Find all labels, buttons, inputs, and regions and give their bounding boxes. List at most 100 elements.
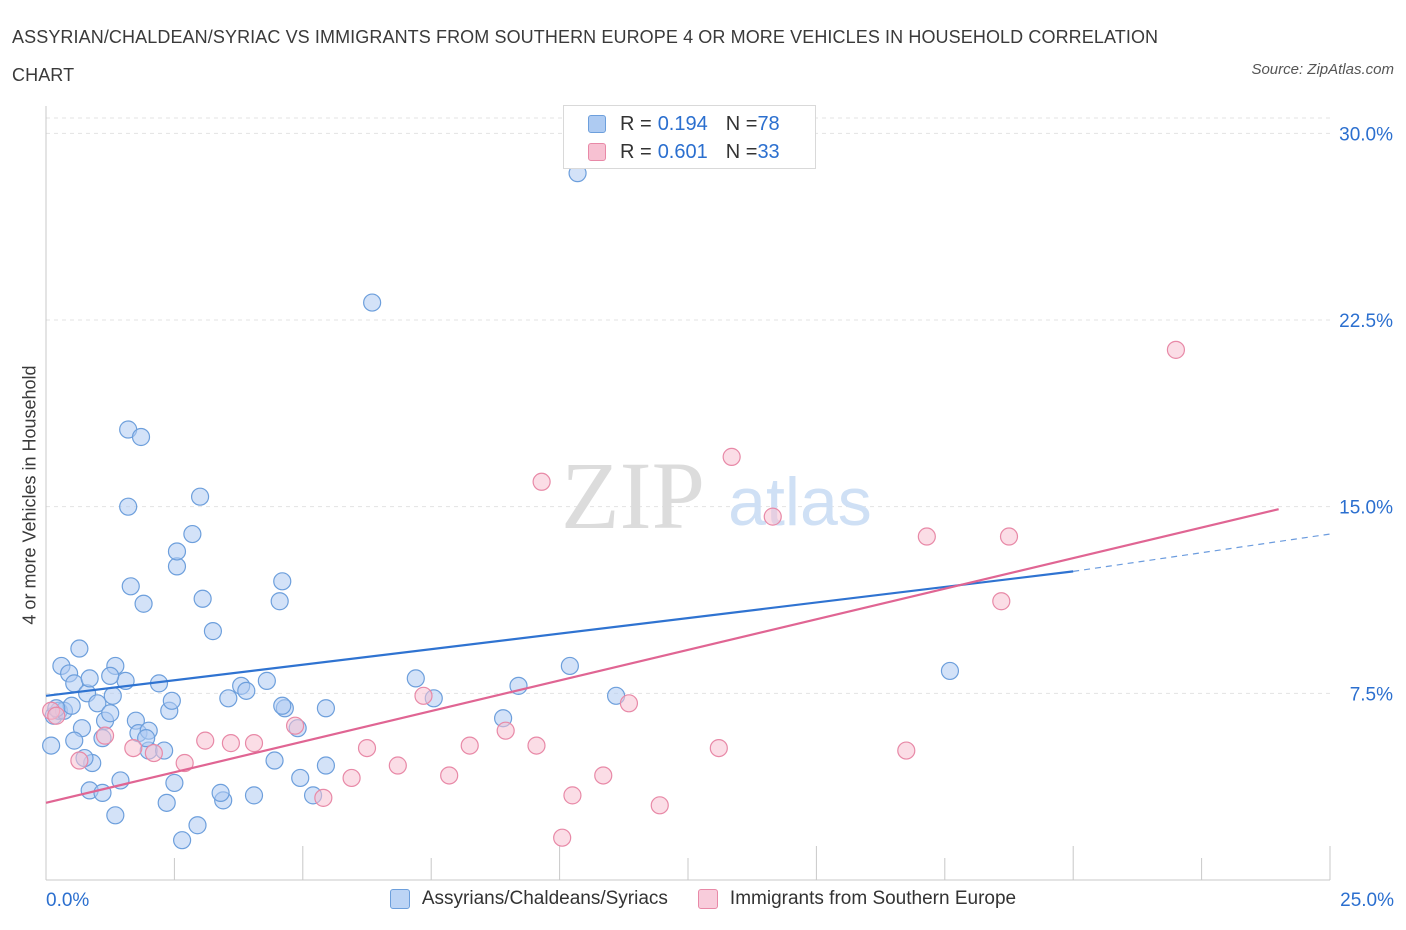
trend-lines [45, 508, 1331, 804]
point-assyrians [316, 756, 336, 775]
point-southern-europe [496, 721, 515, 740]
point-southern-europe [897, 741, 916, 760]
point-assyrians [257, 671, 276, 690]
x-tick-label-min: 0.0% [46, 890, 90, 911]
point-assyrians [131, 427, 151, 447]
point-southern-europe [285, 716, 305, 735]
point-assyrians [940, 661, 960, 681]
point-southern-europe [388, 756, 407, 775]
blue-swatch [588, 115, 606, 133]
legend-item-southern-europe[interactable]: Immigrants from Southern Europe [697, 888, 1017, 910]
point-assyrians [119, 497, 138, 516]
point-southern-europe [440, 766, 459, 785]
legend-label: Immigrants from Southern Europe [729, 888, 1017, 909]
point-assyrians [88, 694, 107, 713]
point-assyrians [162, 691, 181, 710]
point-assyrians [244, 786, 264, 805]
point-southern-europe [532, 472, 551, 491]
point-assyrians [80, 669, 99, 688]
point-assyrians [211, 783, 230, 802]
point-southern-europe [527, 736, 546, 755]
stats-row-blue: R = 0.194 N = 78 [588, 111, 780, 137]
watermark-zip: ZIP [561, 442, 705, 549]
point-southern-europe [460, 736, 479, 755]
x-tick-label-max: 25.0% [1340, 890, 1394, 911]
point-southern-europe [95, 726, 115, 745]
point-assyrians [62, 696, 81, 715]
point-southern-europe [917, 527, 936, 546]
point-assyrians [101, 666, 120, 686]
point-southern-europe [594, 766, 613, 785]
point-assyrians [167, 542, 187, 561]
point-southern-europe [650, 796, 669, 815]
source-credit: Source: ZipAtlas.com [1251, 61, 1394, 78]
watermark: ZIP atlas [561, 442, 872, 549]
point-southern-europe [763, 507, 782, 526]
data-points [42, 164, 1186, 850]
pink-swatch [697, 889, 718, 909]
point-assyrians [188, 816, 207, 835]
pink-swatch [588, 143, 606, 161]
point-southern-europe [563, 786, 582, 805]
r-value: 0.194 [657, 112, 708, 135]
legend-item-assyrians[interactable]: Assyrians/Chaldeans/Syriacs [389, 888, 668, 910]
point-assyrians [273, 696, 292, 715]
n-label: N = [725, 112, 758, 135]
point-southern-europe [709, 738, 728, 758]
point-assyrians [157, 793, 176, 812]
point-assyrians [316, 699, 336, 718]
point-assyrians [291, 768, 310, 788]
point-southern-europe [357, 738, 377, 758]
y-tick-label: 15.0% [1339, 498, 1393, 519]
point-assyrians [406, 669, 425, 688]
point-assyrians [65, 731, 84, 750]
point-southern-europe [47, 706, 66, 725]
trend-line-assyrians [45, 570, 1074, 697]
point-assyrians [70, 639, 89, 658]
point-assyrians [190, 487, 210, 506]
point-southern-europe [70, 751, 89, 770]
series-legend: Assyrians/Chaldeans/Syriacs Immigrants f… [0, 888, 1406, 910]
point-assyrians [270, 592, 289, 611]
point-southern-europe [619, 694, 639, 713]
r-label: R = [620, 112, 652, 135]
point-southern-europe [342, 768, 361, 788]
n-value: 78 [757, 112, 780, 135]
y-tick-label: 7.5% [1350, 684, 1393, 705]
stats-row-pink: R = 0.601 N = 33 [588, 139, 780, 165]
point-southern-europe [244, 734, 264, 753]
point-southern-europe [722, 447, 741, 466]
r-value: 0.601 [657, 140, 708, 163]
point-assyrians [193, 589, 212, 608]
point-assyrians [560, 656, 579, 676]
legend-label: Assyrians/Chaldeans/Syriacs [421, 888, 668, 909]
point-assyrians [173, 831, 192, 850]
point-southern-europe [1166, 340, 1186, 359]
y-tick-label: 22.5% [1339, 311, 1393, 332]
point-southern-europe [196, 731, 215, 750]
trend-line-southern-europe [45, 508, 1279, 804]
point-southern-europe [314, 788, 333, 807]
point-assyrians [103, 686, 122, 705]
point-assyrians [219, 689, 238, 708]
point-assyrians [121, 577, 140, 596]
point-assyrians [42, 736, 61, 755]
point-southern-europe [992, 592, 1011, 611]
point-southern-europe [144, 743, 163, 763]
chart-title: ASSYRIAN/CHALDEAN/SYRIAC VS IMMIGRANTS F… [12, 27, 1159, 85]
point-assyrians [265, 751, 284, 770]
point-assyrians [137, 729, 156, 748]
r-label: R = [620, 140, 652, 163]
y-tick-labels: 7.5% 15.0% 22.5% 30.0% [1339, 124, 1393, 705]
point-assyrians [237, 681, 256, 700]
stats-legend: R = 0.194 N = 78 R = 0.601 N = 33 [563, 105, 816, 169]
point-southern-europe [221, 734, 240, 753]
gridlines [46, 117, 1330, 694]
point-assyrians [363, 293, 382, 312]
point-assyrians [183, 524, 202, 544]
y-tick-label: 30.0% [1339, 124, 1393, 145]
point-assyrians [106, 806, 125, 825]
point-assyrians [273, 572, 292, 591]
point-assyrians [101, 704, 120, 723]
